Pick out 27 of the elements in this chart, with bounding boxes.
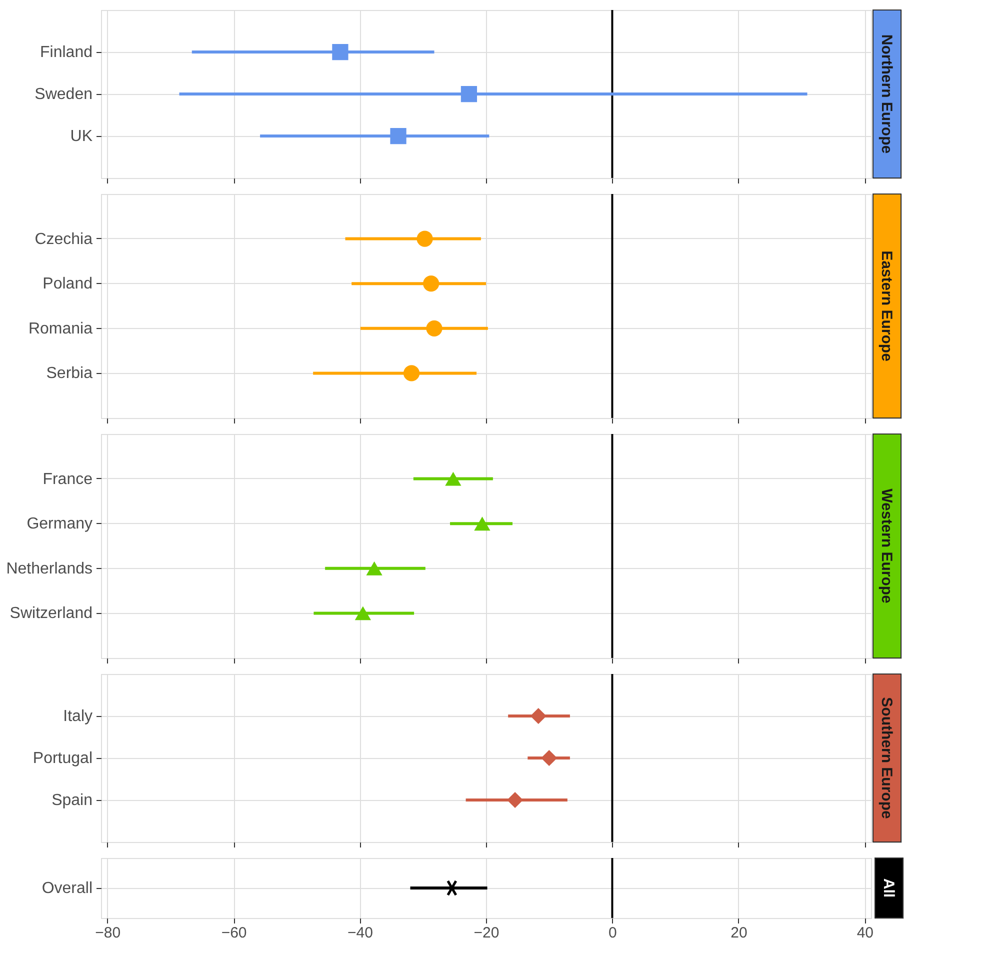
y-tick-label: Netherlands [6, 560, 92, 578]
y-tick-label: Finland [40, 44, 92, 61]
y-tick-label: Portugal [32, 750, 92, 767]
x-tick-label: 20 [730, 924, 748, 942]
text: Northern Europe [878, 34, 895, 154]
y-tick-label: Romania [28, 320, 93, 338]
y-tick-label: Sweden [34, 86, 92, 103]
y-tick-label: Germany [26, 516, 92, 533]
text: All [880, 878, 897, 898]
y-tick-label: Switzerland [10, 605, 92, 622]
y-tick-label: Italy [63, 708, 92, 725]
x-tick-label: −40 [348, 924, 373, 942]
x-tick-label: 40 [856, 924, 874, 942]
x-tick-label: 0 [608, 924, 617, 942]
x-tick-label: −20 [474, 924, 500, 942]
y-tick-label: Czechia [34, 230, 93, 248]
y-tick-label: France [42, 470, 93, 488]
x-tick-label: −60 [221, 924, 247, 942]
y-tick-label: Spain [52, 792, 92, 809]
text: Western Europe [878, 488, 895, 604]
x-tick-label: −80 [95, 924, 121, 942]
text: Southern Europe [878, 697, 895, 819]
y-tick-label: Poland [42, 276, 92, 293]
y-tick-label: Overall [42, 880, 92, 897]
y-tick-label: UK [70, 128, 93, 145]
y-tick-label: Serbia [46, 365, 93, 382]
text: Eastern Europe [878, 250, 895, 362]
